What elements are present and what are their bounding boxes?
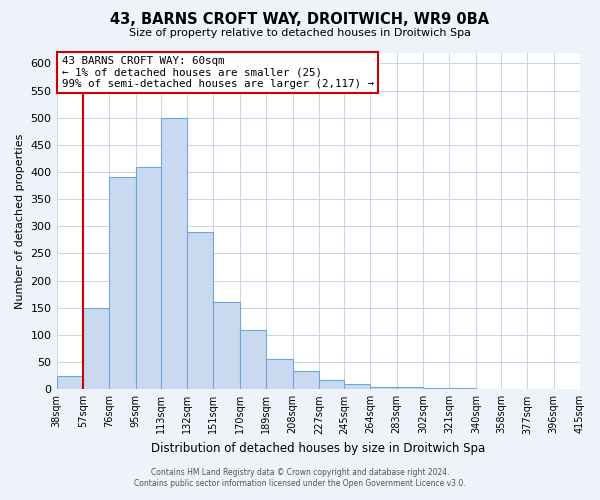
Bar: [370, 386, 397, 390]
Bar: [476, 389, 501, 390]
Text: Size of property relative to detached houses in Droitwich Spa: Size of property relative to detached ho…: [129, 28, 471, 38]
Bar: [187, 232, 214, 390]
Bar: [240, 330, 266, 390]
Text: 43, BARNS CROFT WAY, DROITWICH, WR9 0BA: 43, BARNS CROFT WAY, DROITWICH, WR9 0BA: [110, 12, 490, 28]
Bar: [397, 386, 423, 390]
Bar: [319, 380, 344, 390]
Bar: [56, 376, 83, 390]
Bar: [136, 166, 161, 390]
Bar: [293, 372, 319, 390]
Text: 43 BARNS CROFT WAY: 60sqm
← 1% of detached houses are smaller (25)
99% of semi-d: 43 BARNS CROFT WAY: 60sqm ← 1% of detach…: [62, 56, 374, 89]
Bar: [527, 389, 554, 390]
Bar: [344, 384, 370, 390]
Y-axis label: Number of detached properties: Number of detached properties: [15, 133, 25, 308]
X-axis label: Distribution of detached houses by size in Droitwich Spa: Distribution of detached houses by size …: [151, 442, 485, 455]
Bar: [266, 360, 293, 390]
Text: Contains HM Land Registry data © Crown copyright and database right 2024.
Contai: Contains HM Land Registry data © Crown c…: [134, 468, 466, 487]
Bar: [109, 178, 136, 390]
Bar: [161, 118, 187, 390]
Bar: [214, 302, 240, 390]
Bar: [423, 388, 449, 390]
Bar: [449, 388, 476, 390]
Bar: [83, 308, 109, 390]
Bar: [501, 389, 527, 390]
